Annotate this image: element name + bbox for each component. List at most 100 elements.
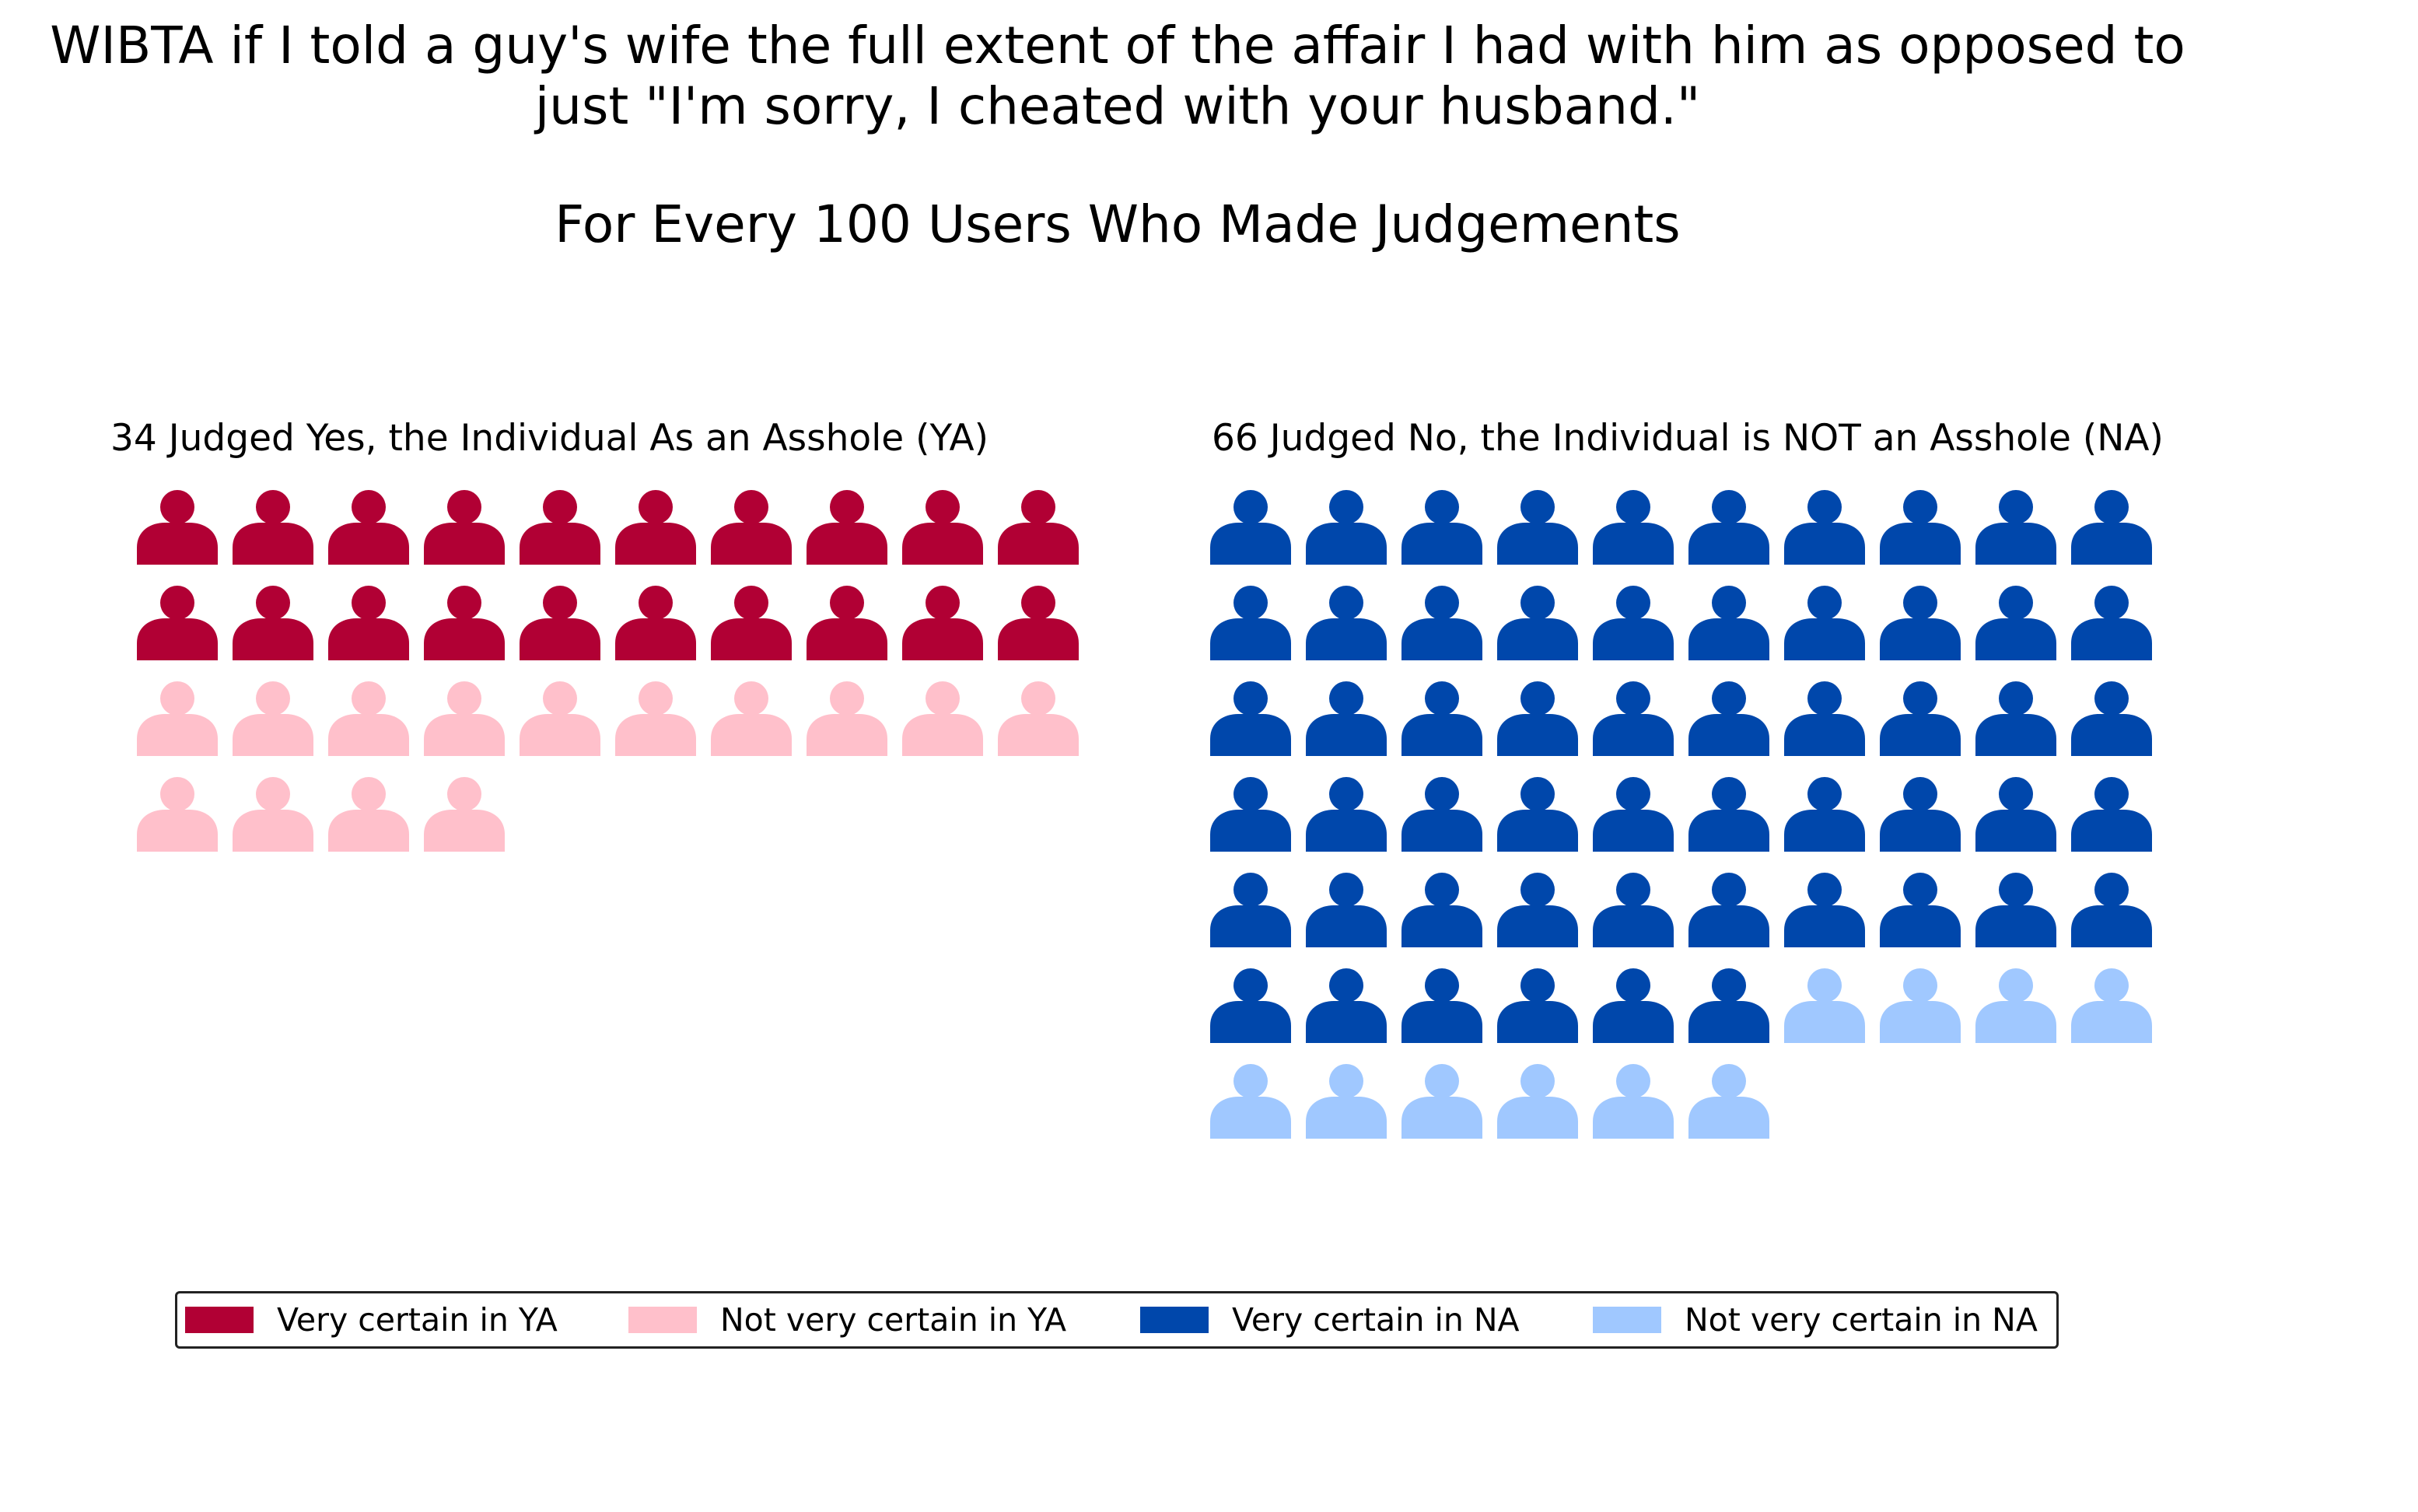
person-icon xyxy=(1975,968,2056,1043)
person-icon xyxy=(902,681,983,756)
person-icon xyxy=(711,681,792,756)
person-icon xyxy=(137,681,218,756)
person-icon xyxy=(328,777,409,852)
person-icon xyxy=(1497,777,1578,852)
person-icon xyxy=(520,586,600,660)
person-icon xyxy=(328,586,409,660)
person-icon xyxy=(2071,490,2152,565)
person-icon xyxy=(1497,873,1578,947)
person-icon xyxy=(807,586,887,660)
legend-label: Very certain in NA xyxy=(1232,1301,1520,1339)
person-icon xyxy=(137,490,218,565)
person-icon xyxy=(1880,586,1961,660)
person-icon xyxy=(998,681,1079,756)
person-icon xyxy=(1975,490,2056,565)
panel-na-title: 66 Judged No, the Individual is NOT an A… xyxy=(1212,417,2164,460)
person-icon xyxy=(1401,873,1482,947)
person-icon xyxy=(1210,490,1291,565)
person-icon xyxy=(1784,490,1865,565)
person-icon xyxy=(1401,777,1482,852)
person-icon xyxy=(424,490,505,565)
person-icon xyxy=(1593,490,1674,565)
person-icon xyxy=(424,777,505,852)
legend-swatch xyxy=(185,1307,254,1333)
person-icon xyxy=(1401,490,1482,565)
person-icon xyxy=(1593,1064,1674,1139)
panel-ya-title: 34 Judged Yes, the Individual As an Assh… xyxy=(110,417,989,460)
person-icon xyxy=(615,490,696,565)
person-icon xyxy=(1306,681,1387,756)
person-icon xyxy=(1784,873,1865,947)
person-icon xyxy=(1975,586,2056,660)
person-icon xyxy=(137,586,218,660)
person-icon xyxy=(1401,968,1482,1043)
person-icon xyxy=(1975,873,2056,947)
person-icon xyxy=(902,586,983,660)
person-icon xyxy=(1593,968,1674,1043)
person-icon xyxy=(1784,586,1865,660)
legend-label: Not very certain in NA xyxy=(1685,1301,2038,1339)
person-icon xyxy=(1497,490,1578,565)
person-icon xyxy=(807,681,887,756)
person-icon xyxy=(1688,1064,1769,1139)
person-icon xyxy=(1880,968,1961,1043)
person-icon xyxy=(1210,681,1291,756)
person-icon xyxy=(998,490,1079,565)
person-icon xyxy=(1497,681,1578,756)
person-icon xyxy=(998,586,1079,660)
person-icon xyxy=(1784,968,1865,1043)
person-icon xyxy=(1306,777,1387,852)
person-icon xyxy=(1306,586,1387,660)
person-icon xyxy=(1497,1064,1578,1139)
person-icon xyxy=(1401,586,1482,660)
person-icon xyxy=(1210,1064,1291,1139)
person-icon xyxy=(520,490,600,565)
person-icon xyxy=(1593,586,1674,660)
person-icon xyxy=(1688,968,1769,1043)
chart-title-line-2: just "I'm sorry, I cheated with your hus… xyxy=(534,76,1701,136)
legend-item-very-certain-na: Very certain in NA xyxy=(1140,1293,1520,1346)
person-icon xyxy=(1497,968,1578,1043)
chart-title-line-1: WIBTA if I told a guy's wife the full ex… xyxy=(50,16,2185,75)
person-icon xyxy=(1210,586,1291,660)
person-icon xyxy=(328,490,409,565)
person-icon xyxy=(1975,777,2056,852)
person-icon xyxy=(1306,873,1387,947)
person-icon xyxy=(1593,681,1674,756)
person-icon xyxy=(807,490,887,565)
person-icon xyxy=(1784,777,1865,852)
person-icon xyxy=(520,681,600,756)
person-icon xyxy=(1593,777,1674,852)
person-icon xyxy=(711,586,792,660)
person-icon xyxy=(2071,968,2152,1043)
person-icon xyxy=(1688,681,1769,756)
person-icon xyxy=(2071,873,2152,947)
person-icon xyxy=(1688,873,1769,947)
person-icon xyxy=(2071,777,2152,852)
person-icon xyxy=(137,777,218,852)
person-icon xyxy=(1497,586,1578,660)
legend-swatch xyxy=(1140,1307,1209,1333)
person-icon xyxy=(1688,777,1769,852)
person-icon xyxy=(615,586,696,660)
person-icon xyxy=(233,490,313,565)
person-icon xyxy=(2071,586,2152,660)
person-icon xyxy=(1880,681,1961,756)
person-icon xyxy=(1210,968,1291,1043)
person-icon xyxy=(711,490,792,565)
person-icon xyxy=(1688,586,1769,660)
person-icon xyxy=(1880,873,1961,947)
person-icon xyxy=(902,490,983,565)
person-icon xyxy=(233,681,313,756)
legend-item-not-very-certain-ya: Not very certain in YA xyxy=(628,1293,1066,1346)
person-icon xyxy=(2071,681,2152,756)
person-icon xyxy=(233,586,313,660)
person-icon xyxy=(233,777,313,852)
person-icon xyxy=(1880,777,1961,852)
person-icon xyxy=(1401,681,1482,756)
person-icon xyxy=(1401,1064,1482,1139)
person-icon xyxy=(1306,1064,1387,1139)
legend-label: Very certain in YA xyxy=(277,1301,558,1339)
person-icon xyxy=(1880,490,1961,565)
person-icon xyxy=(1593,873,1674,947)
